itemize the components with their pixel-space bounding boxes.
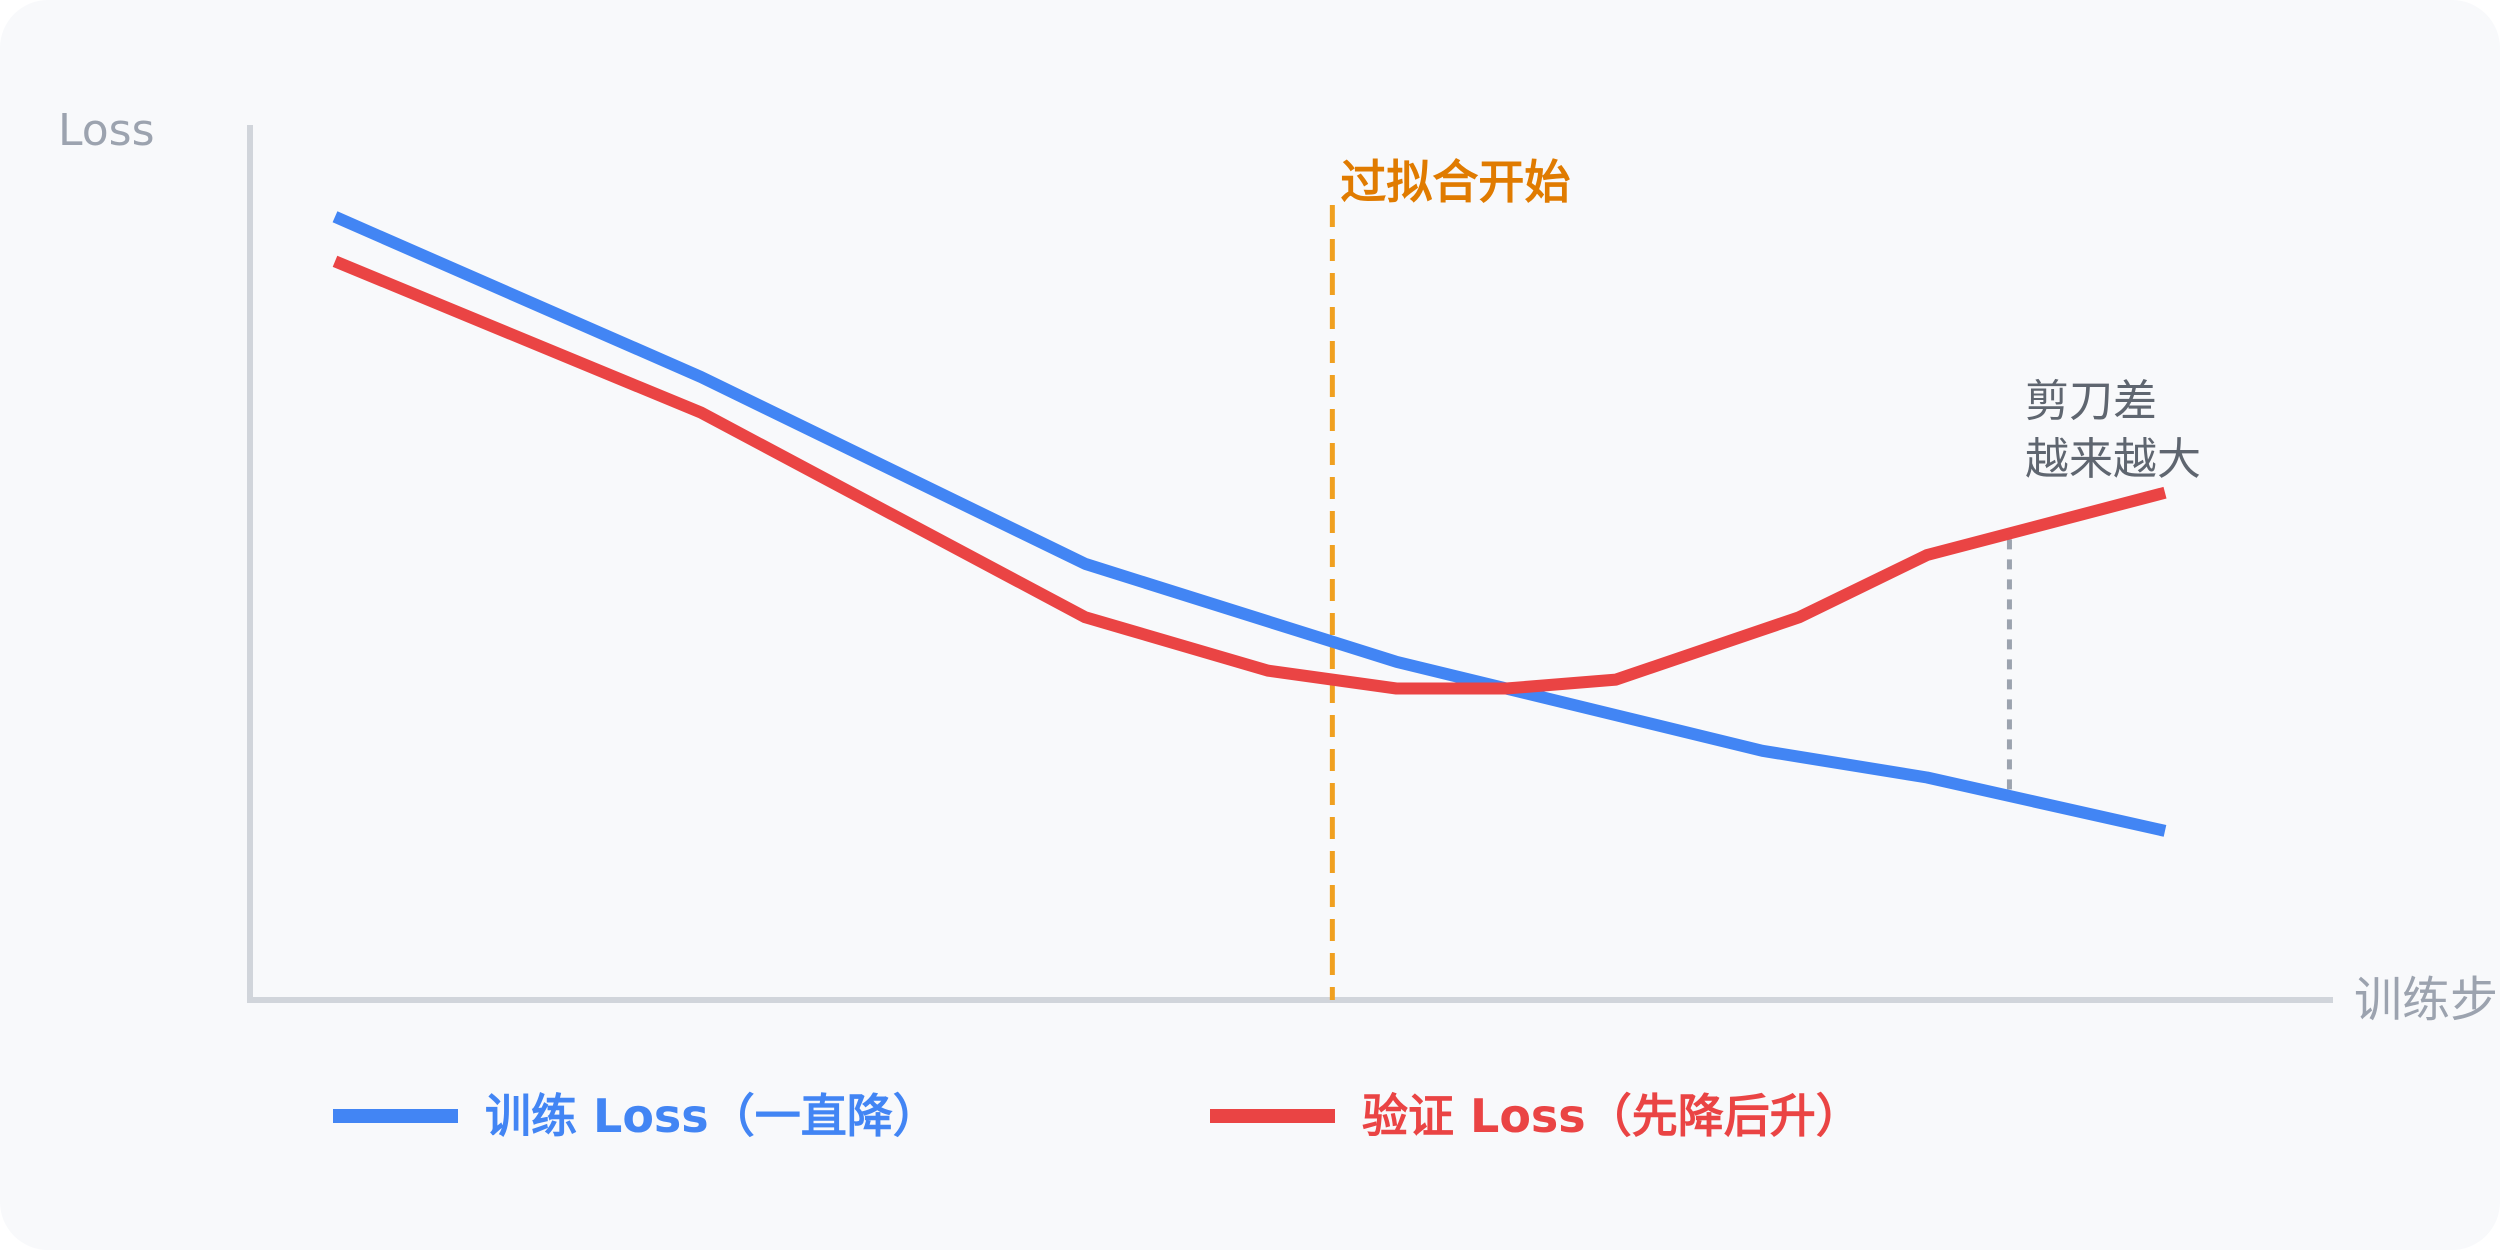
gap-annotation-label-line: 剪刀差 (2025, 376, 2157, 427)
overfitting-start-label: 过拟合开始 (1340, 155, 1570, 209)
train-loss-line (332, 211, 2167, 837)
gap-annotation-label-line: 越来越大 (2025, 434, 2201, 485)
validation-loss-line (332, 255, 2167, 695)
x-axis-label: 训练步 (2354, 972, 2498, 1028)
legend-label-validation: 验证 Loss（先降后升） (1362, 1089, 1862, 1143)
y-axis-label: Loss (58, 105, 155, 156)
legend-label-train: 训练 Loss（一直降） (485, 1089, 939, 1143)
